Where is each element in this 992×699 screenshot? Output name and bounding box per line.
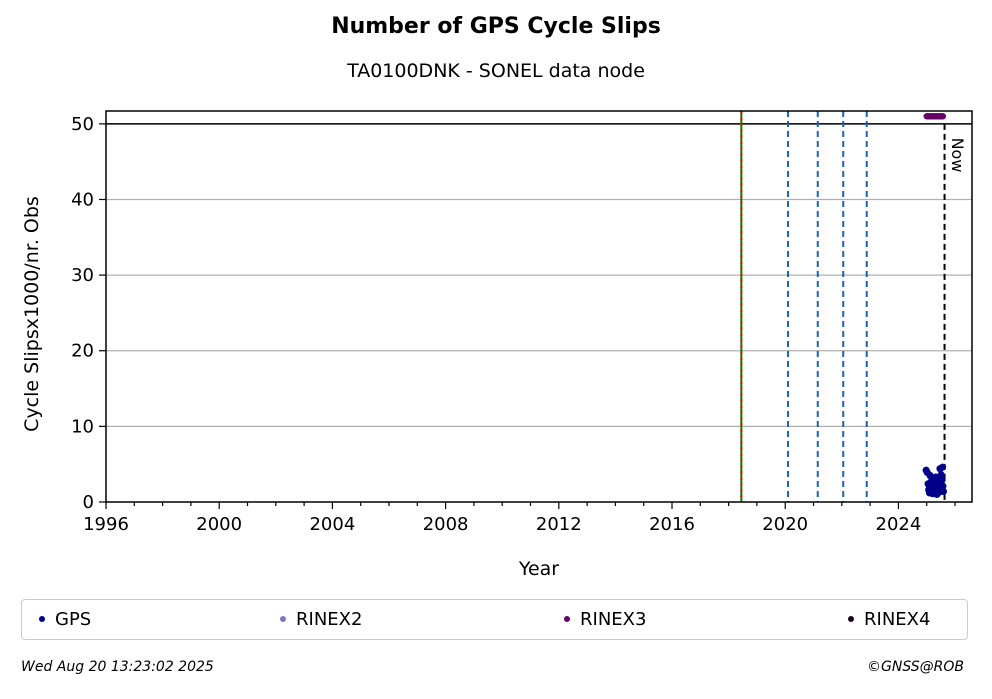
y-tick-label-50: 50 xyxy=(71,114,94,135)
legend-marker-rinex4 xyxy=(848,616,854,622)
legend: GPS RINEX2 RINEX3 RINEX4 xyxy=(21,599,968,640)
y-tick-label-0: 0 xyxy=(83,492,94,513)
legend-item-rinex4: RINEX4 xyxy=(848,600,930,638)
x-tick-label-1996: 1996 xyxy=(83,514,129,535)
plot-frame xyxy=(105,110,973,503)
x-tick-label-2004: 2004 xyxy=(309,514,355,535)
footer-copyright: ©GNSS@ROB xyxy=(867,659,964,675)
x-tick-label-2024: 2024 xyxy=(876,514,922,535)
data-point-gps-34 xyxy=(938,476,946,484)
x-tick-label-2012: 2012 xyxy=(536,514,582,535)
legend-item-rinex2: RINEX2 xyxy=(280,600,362,638)
chart-title: Number of GPS Cycle Slips xyxy=(331,14,661,39)
data-point-gps-35 xyxy=(938,463,947,471)
cycle-slips-plot: 1996 2000 2004 2008 2012 2016 2020 2024 0 10 20 30 4… xyxy=(21,110,973,580)
legend-item-gps: GPS xyxy=(39,600,91,638)
data-point-gps-36 xyxy=(939,482,947,490)
legend-marker-rinex3 xyxy=(564,616,570,622)
x-tick-label-2000: 2000 xyxy=(196,514,242,535)
legend-label-gps: GPS xyxy=(55,608,92,630)
x-tick-label-2016: 2016 xyxy=(649,514,695,535)
legend-label-rinex4: RINEX4 xyxy=(864,608,931,630)
data-point-rinex3-19 xyxy=(939,113,947,120)
y-tick-label-40: 40 xyxy=(71,189,94,210)
y-axis-label: Cycle Slipsx1000/nr. Obs xyxy=(21,196,43,432)
legend-item-rinex3: RINEX3 xyxy=(564,600,646,638)
y-tick-label-10: 10 xyxy=(71,416,94,437)
legend-marker-gps xyxy=(39,616,45,622)
footer-timestamp: Wed Aug 20 13:23:02 2025 xyxy=(21,659,214,675)
data-point-gps-32 xyxy=(937,471,945,479)
legend-marker-rinex2 xyxy=(280,616,286,622)
now-label: Now xyxy=(948,138,967,173)
legend-label-rinex3: RINEX3 xyxy=(580,608,647,630)
chart-subtitle: TA0100DNK - SONEL data node xyxy=(347,60,645,82)
x-axis-label: Year xyxy=(518,558,559,580)
y-tick-label-20: 20 xyxy=(71,341,94,362)
x-tick-label-2020: 2020 xyxy=(762,514,808,535)
legend-label-rinex2: RINEX2 xyxy=(296,608,363,630)
y-tick-label-30: 30 xyxy=(71,265,94,286)
x-tick-label-2008: 2008 xyxy=(423,514,469,535)
data-point-gps-37 xyxy=(939,487,948,496)
